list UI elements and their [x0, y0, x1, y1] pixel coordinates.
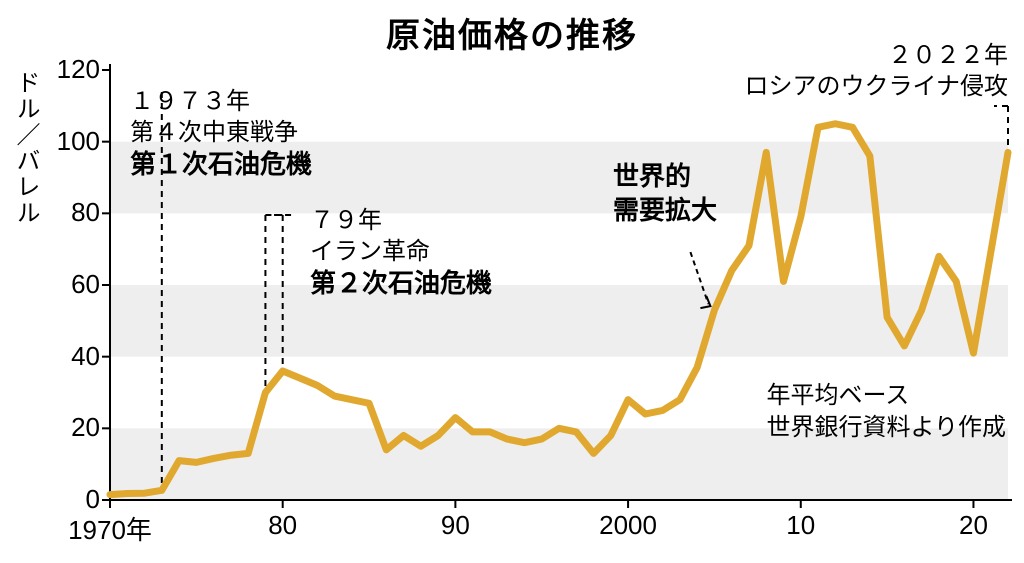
x-tick-label: 80: [268, 510, 297, 541]
x-tick-label: 2000: [599, 510, 657, 541]
y-tick-label: 20: [40, 412, 100, 443]
y-tick-label: 120: [40, 54, 100, 85]
annotation-demand: 世界的需要拡大: [613, 160, 717, 228]
chart-title: 原油価格の推移: [386, 8, 638, 57]
annotation-crisis2: ７９年イラン革命第２次石油危機: [310, 205, 492, 301]
x-tick-label: 10: [786, 510, 815, 541]
annotation-ukraine: ２０２２年ロシアのウクライナ侵攻: [728, 40, 1008, 102]
y-axis-label: ドル／バレル: [8, 70, 43, 226]
footnote-line2: 世界銀行資料より作成: [766, 412, 1006, 444]
annotation-crisis1: １９７３年第４次中東戦争第１次石油危機: [130, 86, 312, 182]
x-tick-label: 90: [441, 510, 470, 541]
y-tick-label: 100: [40, 126, 100, 157]
footnote-line1: 年平均ベース: [766, 380, 1006, 412]
oil-price-chart: 原油価格の推移 ドル／バレル 0204060801001201970年80902…: [0, 0, 1024, 563]
y-tick-label: 40: [40, 341, 100, 372]
chart-footnote: 年平均ベース 世界銀行資料より作成: [766, 380, 1006, 445]
y-tick-label: 80: [40, 197, 100, 228]
x-tick-label: 20: [959, 510, 988, 541]
y-tick-label: 60: [40, 269, 100, 300]
x-tick-label: 1970年: [68, 510, 152, 547]
